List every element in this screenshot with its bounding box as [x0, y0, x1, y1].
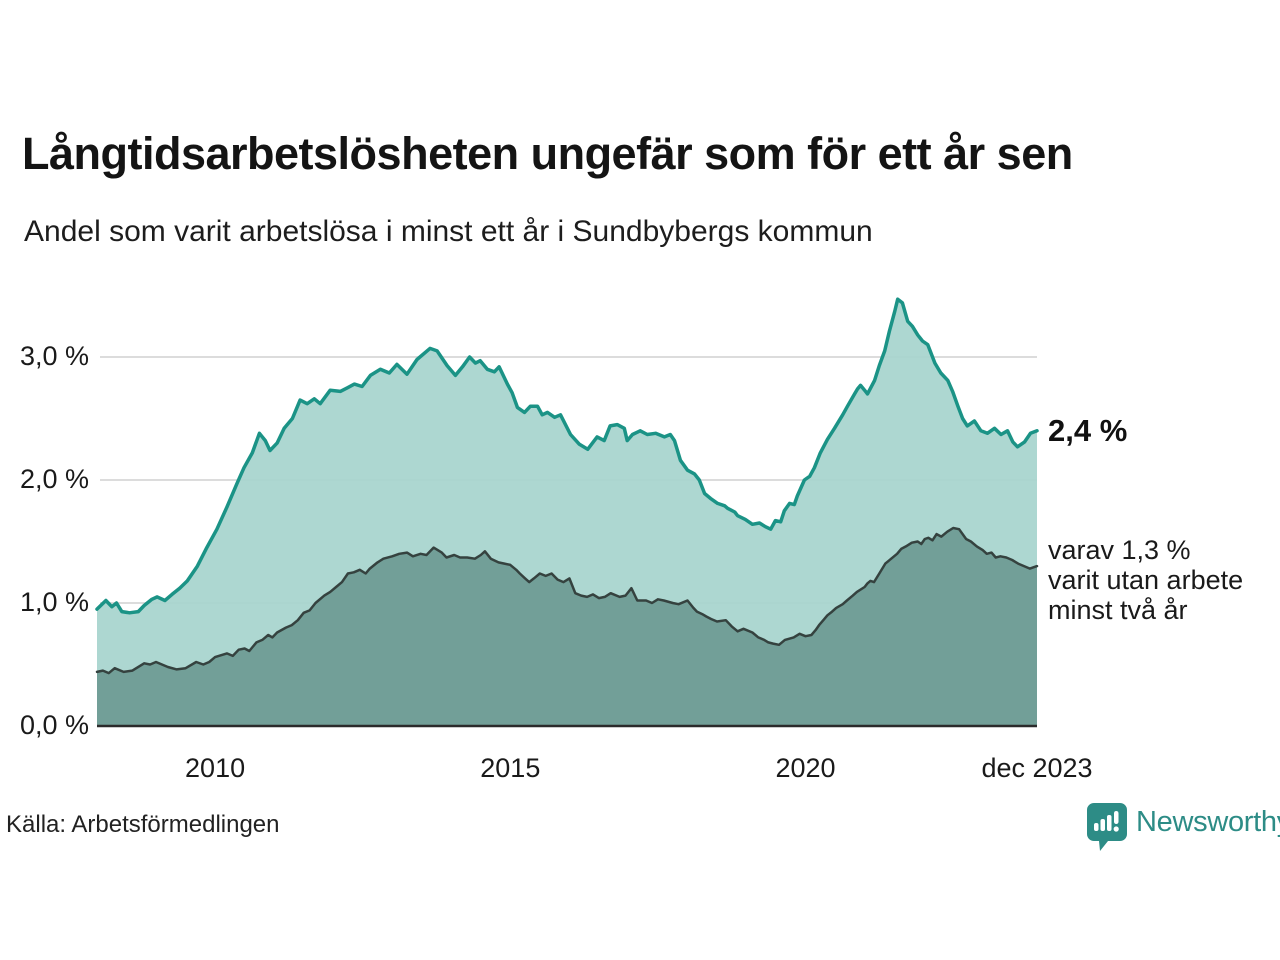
line-minst-ett-ar	[95, 297, 1039, 615]
line-minst-tva-ar	[95, 526, 1039, 675]
area-fill-minst-tva-ar	[97, 528, 1037, 726]
